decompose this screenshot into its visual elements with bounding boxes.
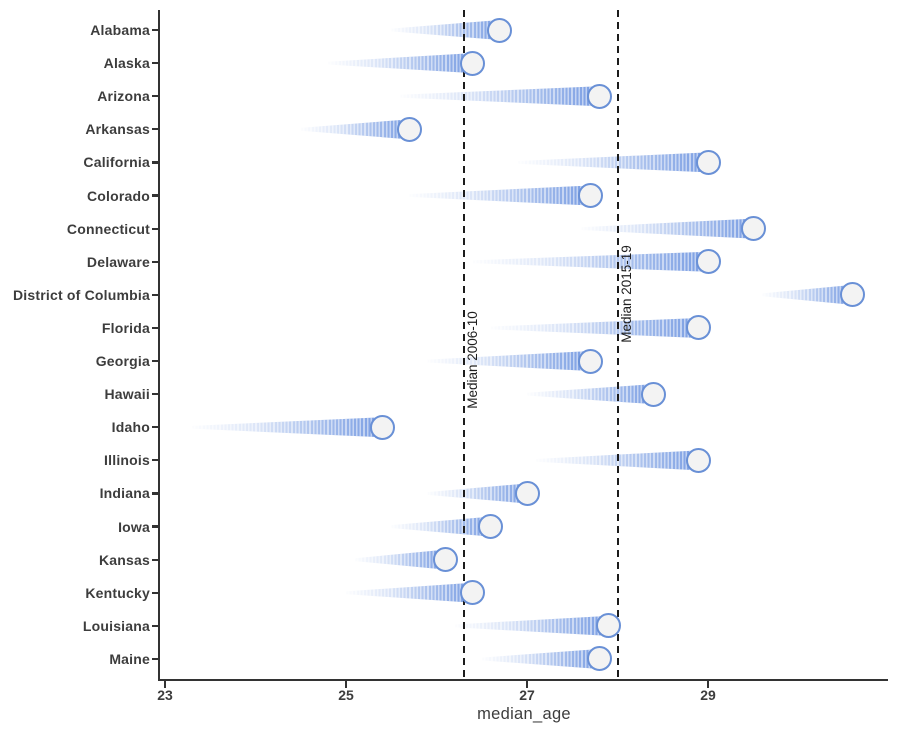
comet-trail bbox=[192, 417, 383, 438]
y-tick-mark bbox=[152, 95, 159, 98]
y-tick-mark bbox=[152, 194, 159, 197]
comet-trail bbox=[400, 86, 600, 107]
y-axis-label: Florida bbox=[101, 319, 150, 336]
y-tick-mark bbox=[152, 62, 159, 65]
comet-trail bbox=[481, 648, 600, 669]
comet-trail bbox=[472, 251, 708, 272]
reference-line-label: Median 2015-19 bbox=[618, 245, 634, 343]
comet-trail bbox=[409, 185, 591, 206]
y-axis-label: Iowa bbox=[118, 518, 150, 535]
comet-trail bbox=[427, 483, 527, 504]
x-tick-mark bbox=[163, 681, 167, 688]
comet-trail bbox=[454, 615, 609, 636]
comet-head bbox=[478, 514, 504, 540]
y-axis-line bbox=[158, 10, 161, 681]
y-axis-label: Illinois bbox=[104, 452, 150, 469]
comet-trail bbox=[300, 119, 410, 140]
comet-trail bbox=[391, 516, 491, 537]
y-tick-mark bbox=[152, 393, 159, 396]
comet-head bbox=[577, 183, 603, 209]
y-tick-mark bbox=[152, 293, 159, 296]
x-tick-label: 25 bbox=[338, 687, 354, 703]
y-tick-mark bbox=[152, 624, 159, 627]
y-axis-label: Connecticut bbox=[66, 220, 150, 237]
y-tick-mark bbox=[152, 525, 159, 528]
y-axis-label: Georgia bbox=[95, 353, 150, 370]
y-tick-mark bbox=[152, 28, 159, 32]
comet-head bbox=[595, 613, 621, 639]
comet-head bbox=[695, 149, 721, 175]
y-axis-label: Louisiana bbox=[82, 617, 150, 634]
comet-head bbox=[396, 116, 422, 142]
comet-head bbox=[460, 580, 486, 606]
x-tick-mark bbox=[525, 681, 529, 688]
comet-trail bbox=[327, 53, 473, 74]
reference-line-label: Median 2006-10 bbox=[464, 311, 480, 409]
comet-head bbox=[586, 83, 612, 109]
y-axis-label: Hawaii bbox=[104, 386, 150, 403]
comet-trail bbox=[762, 284, 853, 305]
comet-head bbox=[577, 348, 603, 374]
comet-trail bbox=[527, 384, 654, 405]
y-tick-mark bbox=[152, 492, 159, 495]
y-axis-label: Alabama bbox=[90, 22, 150, 38]
comet-trail bbox=[346, 582, 473, 603]
y-axis-label: Delaware bbox=[86, 253, 150, 270]
comet-head bbox=[433, 547, 459, 573]
comet-head bbox=[369, 414, 395, 440]
comet-trail bbox=[490, 317, 699, 338]
y-tick-mark bbox=[152, 128, 159, 131]
comet-head bbox=[514, 480, 540, 506]
comet-trail bbox=[517, 152, 708, 173]
y-axis-label: Maine bbox=[109, 650, 150, 667]
y-tick-mark bbox=[152, 591, 159, 594]
y-axis-label: Indiana bbox=[99, 485, 150, 502]
x-tick-mark bbox=[706, 681, 710, 688]
y-tick-mark bbox=[152, 359, 159, 363]
comet-trail bbox=[355, 549, 446, 570]
comet-trail bbox=[581, 218, 754, 239]
comet-head bbox=[695, 249, 721, 275]
x-tick-mark bbox=[344, 681, 348, 688]
comet-head bbox=[740, 216, 766, 242]
y-tick-mark bbox=[152, 459, 159, 462]
y-axis-label: Idaho bbox=[111, 419, 150, 436]
y-axis-label: Alaska bbox=[103, 55, 150, 72]
y-tick-mark bbox=[152, 326, 159, 330]
comet-trail bbox=[391, 20, 500, 40]
comet-head bbox=[487, 17, 513, 43]
comet-head bbox=[460, 50, 486, 76]
y-tick-mark bbox=[152, 260, 159, 263]
y-tick-mark bbox=[152, 161, 159, 164]
y-tick-mark bbox=[152, 426, 159, 429]
comet-head bbox=[641, 381, 667, 407]
x-tick-label: 29 bbox=[700, 687, 716, 703]
y-axis-label: Arkansas bbox=[85, 121, 150, 138]
comet-head bbox=[686, 315, 712, 341]
y-axis-label: Kentucky bbox=[85, 584, 150, 601]
x-axis-title: median_age bbox=[477, 705, 571, 723]
y-axis-label: District of Columbia bbox=[12, 286, 150, 303]
comet-head bbox=[840, 282, 866, 308]
x-axis-line bbox=[158, 679, 888, 682]
comet-head bbox=[686, 447, 712, 473]
y-axis-label: Colorado bbox=[86, 187, 150, 204]
y-axis-label: Kansas bbox=[98, 551, 150, 568]
reference-line bbox=[616, 10, 619, 679]
reference-line bbox=[462, 10, 465, 679]
y-tick-mark bbox=[152, 558, 159, 561]
comet-trail bbox=[427, 351, 591, 372]
comet-head bbox=[586, 646, 612, 672]
y-tick-mark bbox=[152, 657, 159, 661]
x-tick-label: 23 bbox=[157, 687, 173, 703]
y-tick-mark bbox=[152, 227, 159, 230]
y-axis-label: Arizona bbox=[97, 88, 150, 105]
y-axis-label: California bbox=[83, 154, 150, 171]
x-tick-label: 27 bbox=[519, 687, 535, 703]
